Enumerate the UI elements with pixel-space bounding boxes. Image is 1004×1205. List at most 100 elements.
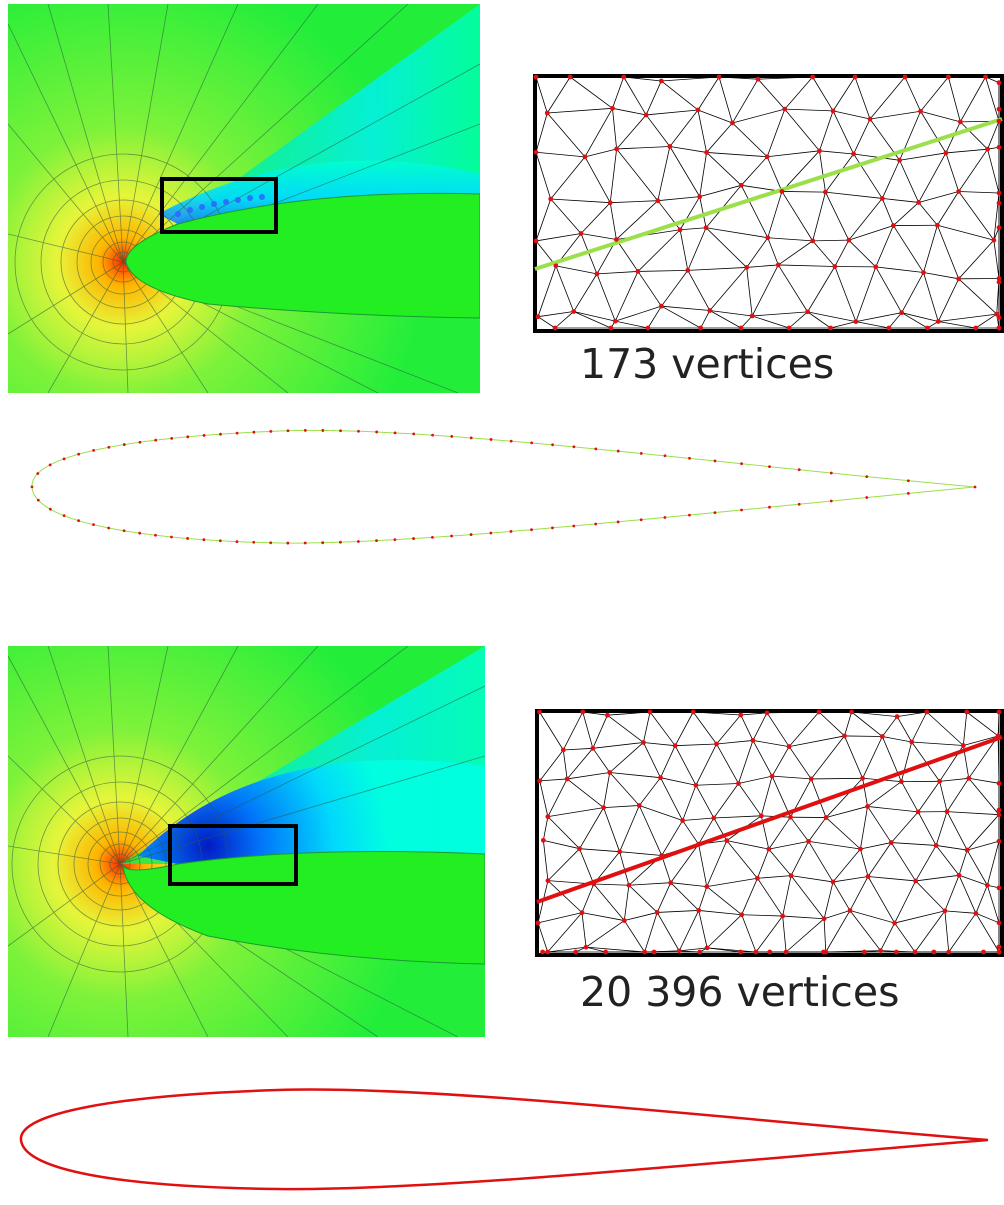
mesh-vertex	[788, 873, 794, 879]
boundary-point	[572, 445, 576, 449]
boundary-point	[572, 524, 576, 528]
boundary-point	[77, 519, 80, 523]
zoom-box	[160, 177, 278, 234]
mesh-vertex	[552, 325, 558, 331]
mesh-vertex	[902, 74, 908, 80]
mesh-vertex	[984, 882, 990, 888]
boundary-point	[339, 540, 342, 544]
mesh-vertex	[548, 196, 554, 202]
mesh-vertex	[714, 741, 719, 747]
mesh-vertex	[878, 948, 883, 954]
mesh-vertex	[981, 949, 986, 955]
mesh-vertex	[945, 74, 951, 80]
boundary-point	[713, 459, 717, 463]
mesh-vertex	[703, 225, 709, 231]
mesh-vertex	[533, 149, 539, 155]
mesh-vertex	[996, 812, 1002, 818]
mesh-vertex	[985, 146, 990, 152]
mesh-vertex	[946, 949, 952, 955]
mesh-vertex	[655, 198, 661, 204]
boundary-point	[469, 436, 473, 440]
mesh-vertex	[651, 949, 657, 955]
mesh-vertex	[810, 74, 816, 80]
boundary-point	[36, 472, 40, 475]
mesh-vertex	[659, 303, 664, 309]
mesh-zoom-coarse-svg	[533, 74, 1004, 333]
mesh-vertex	[786, 325, 792, 331]
boundary-point	[92, 449, 96, 452]
mesh-vertex	[996, 190, 1002, 196]
mesh-vertex	[571, 309, 577, 314]
mesh-vertex	[996, 780, 1002, 786]
mesh-vertex	[658, 78, 664, 84]
mesh-vertex	[775, 262, 781, 268]
boundary-point	[252, 540, 256, 544]
mesh-vertex	[537, 778, 543, 784]
mesh-zoom-fine-svg	[535, 709, 1004, 957]
mesh-vertex	[894, 949, 899, 955]
mesh-vertex	[966, 775, 972, 781]
mesh-vertex	[847, 908, 853, 913]
mesh-vertex	[912, 949, 918, 955]
boundary-point	[829, 471, 833, 475]
mesh-vertex	[647, 709, 653, 715]
mesh-vertex	[697, 194, 703, 200]
mesh-vertex	[607, 200, 613, 206]
mesh-vertex	[934, 222, 940, 228]
boundary-point	[219, 432, 222, 436]
mesh-vertex	[894, 714, 900, 719]
mesh-vertex	[806, 838, 811, 844]
mesh-vertex	[862, 949, 867, 955]
mesh-vertex	[676, 948, 682, 954]
mesh-vertex	[560, 747, 566, 753]
boundary-point	[431, 433, 434, 437]
boundary-point	[48, 507, 52, 511]
mesh-vertex	[535, 920, 541, 926]
boundary-point	[92, 523, 95, 527]
mesh-vertex	[996, 838, 1002, 844]
pressure-field-fine-svg	[8, 646, 485, 1037]
zoom-box	[168, 824, 298, 886]
boundary-point	[107, 445, 111, 449]
mesh-vertex	[931, 949, 937, 955]
mesh-vertex	[636, 803, 642, 808]
boundary-point	[906, 479, 910, 483]
boundary-point	[865, 496, 869, 499]
mesh-vertex	[879, 734, 885, 739]
mesh-vertex	[779, 189, 785, 194]
boundary-point	[688, 456, 691, 460]
mesh-vertex	[983, 74, 988, 80]
boundary-point	[286, 541, 290, 545]
boundary-line	[536, 735, 1003, 904]
mesh-vertex	[535, 314, 541, 320]
mesh-vertex	[769, 773, 775, 779]
mesh-vertex	[780, 913, 786, 919]
mesh-vertex	[996, 944, 1002, 950]
mesh-vertex	[973, 910, 979, 916]
mesh-vertex	[821, 949, 826, 955]
mesh-vertex	[996, 314, 1002, 320]
boundary-point	[218, 539, 222, 543]
mesh-vertex	[667, 144, 673, 149]
boundary-point	[663, 454, 667, 458]
mesh-vertex	[956, 872, 962, 878]
mesh-vertex	[865, 874, 871, 879]
boundary-point	[551, 443, 554, 447]
mesh-vertex	[996, 144, 1002, 150]
mesh-vertex	[957, 119, 963, 125]
boundary-point	[107, 526, 111, 530]
mesh-vertex	[851, 151, 856, 157]
mesh-vertex	[816, 709, 822, 715]
mesh-vertex	[724, 838, 730, 844]
mesh-vertex	[782, 106, 788, 112]
mesh-vertex	[808, 776, 814, 782]
mesh-vertex	[817, 148, 822, 154]
boundary-point	[186, 435, 190, 439]
mesh-vertex	[695, 107, 701, 113]
mesh-vertex	[704, 945, 710, 951]
airfoil-outline-fine	[18, 1085, 993, 1195]
airfoil-body	[125, 192, 480, 319]
mesh-vertex	[865, 804, 870, 809]
boundary-point	[375, 430, 379, 434]
mesh-vertex	[603, 949, 609, 955]
